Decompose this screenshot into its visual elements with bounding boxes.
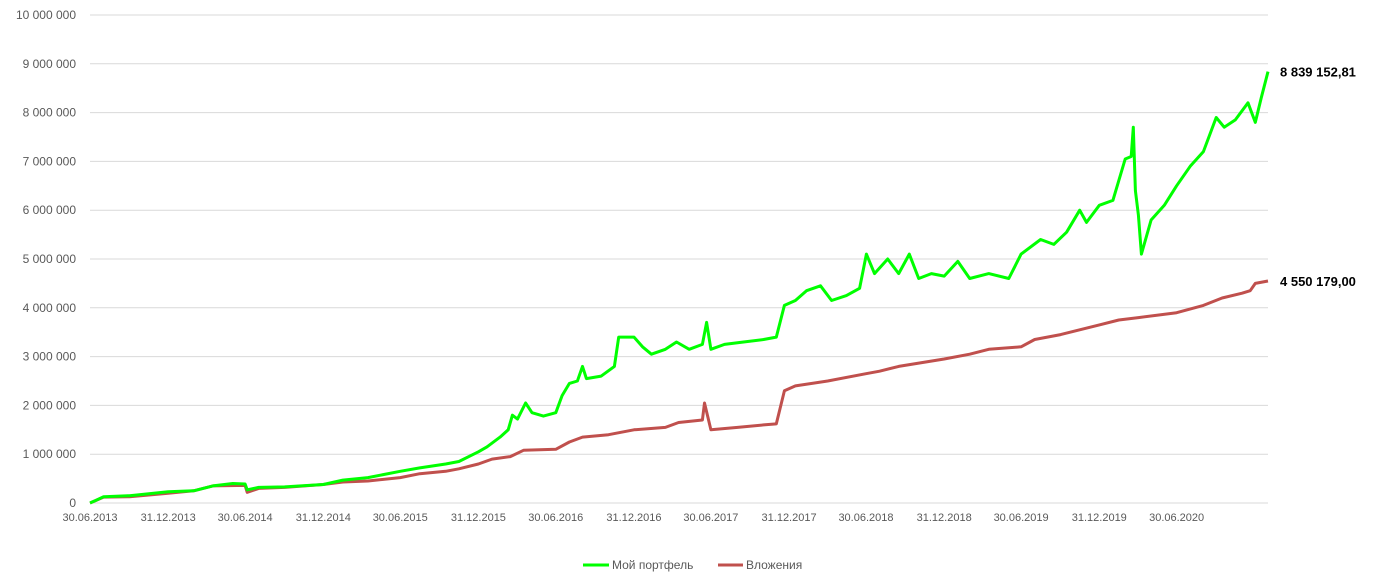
end-value-labels: 8 839 152,81 4 550 179,00 (1280, 65, 1356, 289)
x-tick-label: 30.06.2018 (838, 512, 893, 524)
investments-end-value-label: 4 550 179,00 (1280, 274, 1356, 289)
investments-series-line (89, 279, 1269, 505)
gridlines (90, 14, 1268, 504)
y-tick-label: 4 000 000 (23, 301, 77, 315)
x-tick-label: 31.12.2013 (141, 512, 196, 524)
x-tick-label: 30.06.2020 (1149, 512, 1204, 524)
y-tick-label: 2 000 000 (23, 398, 77, 412)
x-tick-label: 31.12.2014 (296, 512, 351, 524)
x-tick-label: 30.06.2013 (62, 512, 117, 524)
y-tick-label: 0 (69, 496, 76, 510)
series-lines (89, 71, 1270, 505)
legend-label-portfolio: Мой портфель (612, 558, 693, 572)
x-tick-label: 30.06.2015 (373, 512, 428, 524)
y-tick-label: 10 000 000 (16, 8, 76, 22)
y-tick-label: 6 000 000 (23, 203, 77, 217)
y-tick-label: 7 000 000 (23, 154, 77, 168)
y-tick-label: 5 000 000 (23, 252, 77, 266)
x-tick-label: 30.06.2016 (528, 512, 583, 524)
portfolio-end-value-label: 8 839 152,81 (1280, 65, 1356, 80)
portfolio-series-line (89, 71, 1270, 505)
y-tick-label: 1 000 000 (23, 447, 77, 461)
y-tick-label: 9 000 000 (23, 57, 77, 71)
x-tick-label: 31.12.2017 (762, 512, 817, 524)
x-tick-label: 31.12.2015 (451, 512, 506, 524)
y-axis-tick-labels: 0 1 000 000 2 000 000 3 000 000 4 000 000 5 0… (16, 8, 76, 510)
x-tick-label: 31.12.2016 (606, 512, 661, 524)
legend-label-investments: Вложения (746, 558, 802, 572)
x-tick-label: 30.06.2014 (218, 512, 273, 524)
x-tick-label: 30.06.2017 (683, 512, 738, 524)
x-axis-tick-labels: 30.06.2013 31.12.2013 30.06.2014 31.12.2014… (62, 512, 1204, 524)
x-tick-label: 31.12.2018 (917, 512, 972, 524)
y-tick-label: 8 000 000 (23, 106, 77, 120)
x-tick-label: 30.06.2019 (994, 512, 1049, 524)
y-tick-label: 3 000 000 (23, 350, 77, 364)
legend-item-portfolio[interactable]: Мой портфель (583, 558, 693, 572)
legend: Мой портфель Вложения (583, 558, 802, 572)
legend-item-investments[interactable]: Вложения (718, 558, 802, 572)
x-tick-label: 31.12.2019 (1072, 512, 1127, 524)
